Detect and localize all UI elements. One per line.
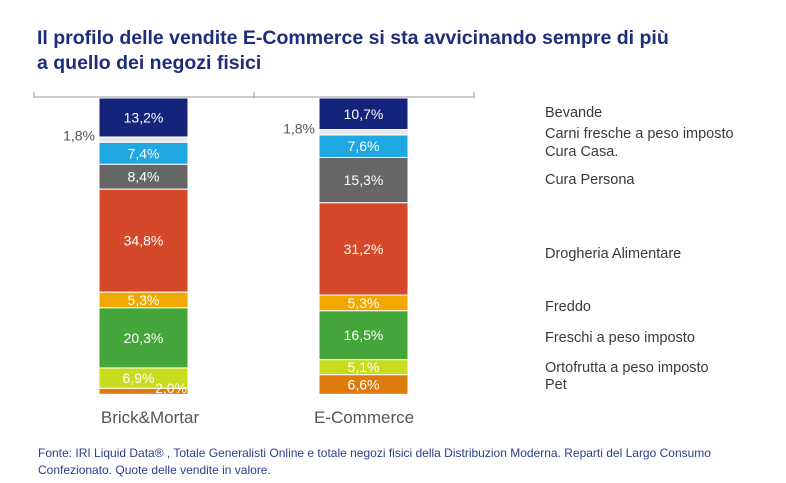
bar-segment (98, 163, 189, 190)
chart-title: Il profilo delle vendite E-Commerce si s… (37, 26, 777, 76)
stacked-bar-chart: 13,2% 1,8% 7,4% 8,4% 34,8% 5,3% 20,3% 6,9%2,0% B… (33, 92, 475, 427)
data-label-drogheria-alimentare: 31,2% (344, 241, 384, 257)
title-line-1: Il profilo delle vendite E-Commerce si s… (37, 27, 669, 49)
legend-item-carni-fresche: Carni fresche a peso imposto (545, 126, 734, 142)
bar-segment (318, 310, 409, 361)
data-label-cura-persona: 8,4% (128, 169, 160, 185)
legend-item-cura-persona: Cura Persona (545, 172, 635, 188)
bar-segment (318, 97, 409, 131)
data-label-pet: 2,0% (155, 380, 187, 396)
data-label-bevande: 13,2% (124, 110, 164, 126)
legend-item-pet: Pet (545, 377, 567, 393)
category-label-1: E-Commerce (314, 408, 414, 427)
bar-segment (318, 374, 409, 395)
bar-segment (98, 307, 189, 369)
bar-segment (318, 202, 409, 296)
data-label-freddo: 5,3% (128, 292, 160, 308)
data-label-pet: 6,6% (348, 377, 380, 393)
category-label-0: Brick&Mortar (101, 408, 200, 427)
data-label-carni-fresche-a-peso-imposto: 1,8% (283, 120, 315, 136)
data-label-drogheria-alimentare: 34,8% (124, 233, 164, 249)
data-label-freddo: 5,3% (348, 295, 380, 311)
bar-segment (98, 97, 189, 138)
data-label-bevande: 10,7% (344, 106, 384, 122)
legend-item-cura-casa: Cura Casa. (545, 144, 619, 160)
source-footnote: Fonte: IRI Liquid Data® , Totale General… (38, 446, 711, 477)
legend-item-ortofrutta: Ortofrutta a peso imposto (545, 360, 709, 376)
bar-segment (98, 387, 189, 395)
data-label-cura-casa: 7,6% (348, 138, 380, 154)
legend-item-freschi-peso-imposto: Freschi a peso imposto (545, 330, 695, 346)
title-line-2: a quello dei negozi fisici (37, 52, 262, 74)
bar-segment (98, 136, 189, 143)
bar-segment (318, 157, 409, 204)
data-label-freschi-a-peso-imposto: 16,5% (344, 327, 384, 343)
bar-segment (98, 188, 189, 293)
data-label-cura-casa: 7,4% (128, 145, 160, 161)
legend-item-drogheria-alimentare: Drogheria Alimentare (545, 246, 682, 262)
legend-item-freddo: Freddo (545, 299, 591, 315)
data-label-ortofrutta-a-peso-imposto: 5,1% (348, 359, 380, 375)
data-label-freschi-a-peso-imposto: 20,3% (124, 330, 164, 346)
data-label-carni-fresche-a-peso-imposto: 1,8% (63, 128, 95, 144)
bar-segment (318, 129, 409, 136)
data-label-cura-persona: 15,3% (344, 172, 384, 188)
data-label-ortofrutta-a-peso-imposto: 6,9% (123, 370, 155, 386)
legend-item-bevande: Bevande (545, 105, 603, 121)
